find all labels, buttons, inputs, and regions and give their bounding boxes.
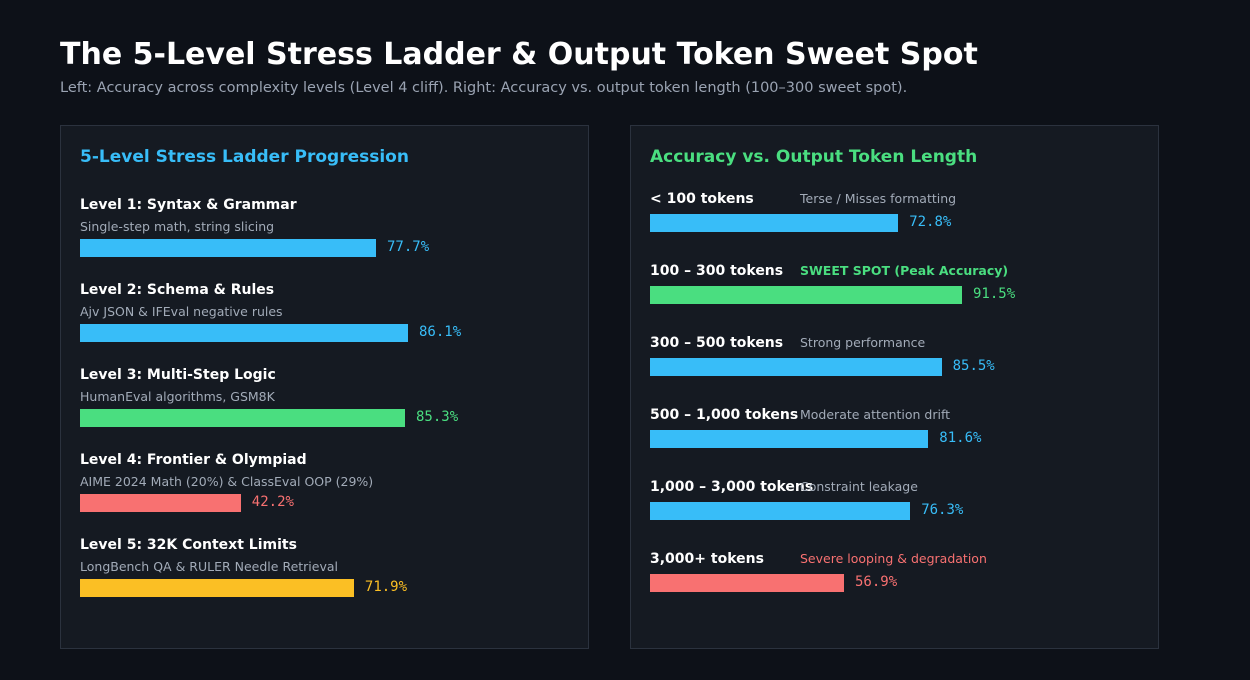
token-bar (650, 358, 942, 376)
ladder-value-label: 77.7% (387, 239, 430, 255)
page-title: The 5-Level Stress Ladder & Output Token… (60, 37, 978, 72)
token-range-note: Constraint leakage (800, 479, 918, 494)
token-value-label: 85.5% (952, 358, 995, 374)
token-value-label: 76.3% (921, 502, 964, 518)
token-value-label: 72.8% (909, 214, 952, 230)
ladder-value-label: 86.1% (419, 324, 462, 340)
ladder-value-label: 85.3% (416, 409, 459, 425)
ladder-level-description: Single-step math, string slicing (80, 219, 275, 234)
token-range-note: Terse / Misses formatting (800, 191, 957, 206)
token-row: 1,000 – 3,000 tokens Constraint leakage 76… (650, 479, 1148, 529)
stress-ladder-panel: 5-Level Stress Ladder Progression Level … (60, 125, 589, 649)
ladder-level-description: LongBench QA & RULER Needle Retrieval (80, 559, 338, 574)
token-range-note: Severe looping & degradation (800, 551, 987, 566)
page-subtitle: Left: Accuracy across complexity levels … (60, 80, 908, 96)
token-range-label: 1,000 – 3,000 tokens (650, 479, 814, 495)
token-row: 100 – 300 tokens SWEET SPOT (Peak Accurac… (650, 263, 1148, 313)
token-value-label: 56.9% (855, 574, 898, 590)
token-row: < 100 tokens Terse / Misses formatting 72.… (650, 191, 1148, 241)
stress-ladder-title: 5-Level Stress Ladder Progression (80, 147, 409, 167)
ladder-level-description: Ajv JSON & IFEval negative rules (80, 304, 283, 319)
token-range-label: 3,000+ tokens (650, 551, 764, 567)
ladder-level-name: Level 4: Frontier & Olympiad (80, 452, 307, 468)
token-row: 300 – 500 tokens Strong performance 85.5% (650, 335, 1148, 385)
ladder-row: Level 3: Multi-Step Logic HumanEval algor… (80, 367, 578, 427)
ladder-level-name: Level 5: 32K Context Limits (80, 537, 297, 553)
token-range-note: Strong performance (800, 335, 926, 350)
ladder-level-name: Level 2: Schema & Rules (80, 282, 275, 298)
token-value-label: 91.5% (973, 286, 1016, 302)
token-length-panel: Accuracy vs. Output Token Length < 100 t… (630, 125, 1159, 649)
ladder-row: Level 2: Schema & Rules Ajv JSON & IFEval… (80, 282, 578, 342)
ladder-row: Level 4: Frontier & Olympiad AIME 2024 Ma… (80, 452, 578, 512)
token-range-label: 500 – 1,000 tokens (650, 407, 799, 423)
ladder-bar (80, 494, 241, 512)
token-range-note: SWEET SPOT (Peak Accuracy) (800, 263, 1009, 278)
token-range-label: 100 – 300 tokens (650, 263, 784, 279)
ladder-row: Level 1: Syntax & Grammar Single-step mat… (80, 197, 578, 257)
token-bar (650, 214, 899, 232)
ladder-value-label: 42.2% (251, 494, 294, 510)
ladder-level-name: Level 3: Multi-Step Logic (80, 367, 276, 383)
ladder-bar (80, 239, 376, 257)
ladder-bar (80, 579, 354, 597)
token-range-label: 300 – 500 tokens (650, 335, 784, 351)
token-bar (650, 574, 844, 592)
ladder-level-description: HumanEval algorithms, GSM8K (80, 389, 275, 404)
ladder-bar (80, 409, 405, 427)
token-value-label: 81.6% (939, 430, 982, 446)
token-row: 3,000+ tokens Severe looping & degradatio… (650, 551, 1148, 601)
token-row: 500 – 1,000 tokens Moderate attention dri… (650, 407, 1148, 457)
token-range-label: < 100 tokens (650, 191, 754, 207)
ladder-row: Level 5: 32K Context Limits LongBench QA … (80, 537, 578, 597)
token-bar (650, 502, 911, 520)
token-length-title: Accuracy vs. Output Token Length (650, 147, 978, 167)
token-bar (650, 430, 929, 448)
ladder-value-label: 71.9% (364, 579, 408, 595)
token-range-note: Moderate attention drift (800, 407, 951, 422)
ladder-level-name: Level 1: Syntax & Grammar (80, 197, 297, 213)
ladder-level-description: AIME 2024 Math (20%) & ClassEval OOP (29… (80, 474, 374, 489)
ladder-bar (80, 324, 408, 342)
token-bar (650, 286, 962, 304)
